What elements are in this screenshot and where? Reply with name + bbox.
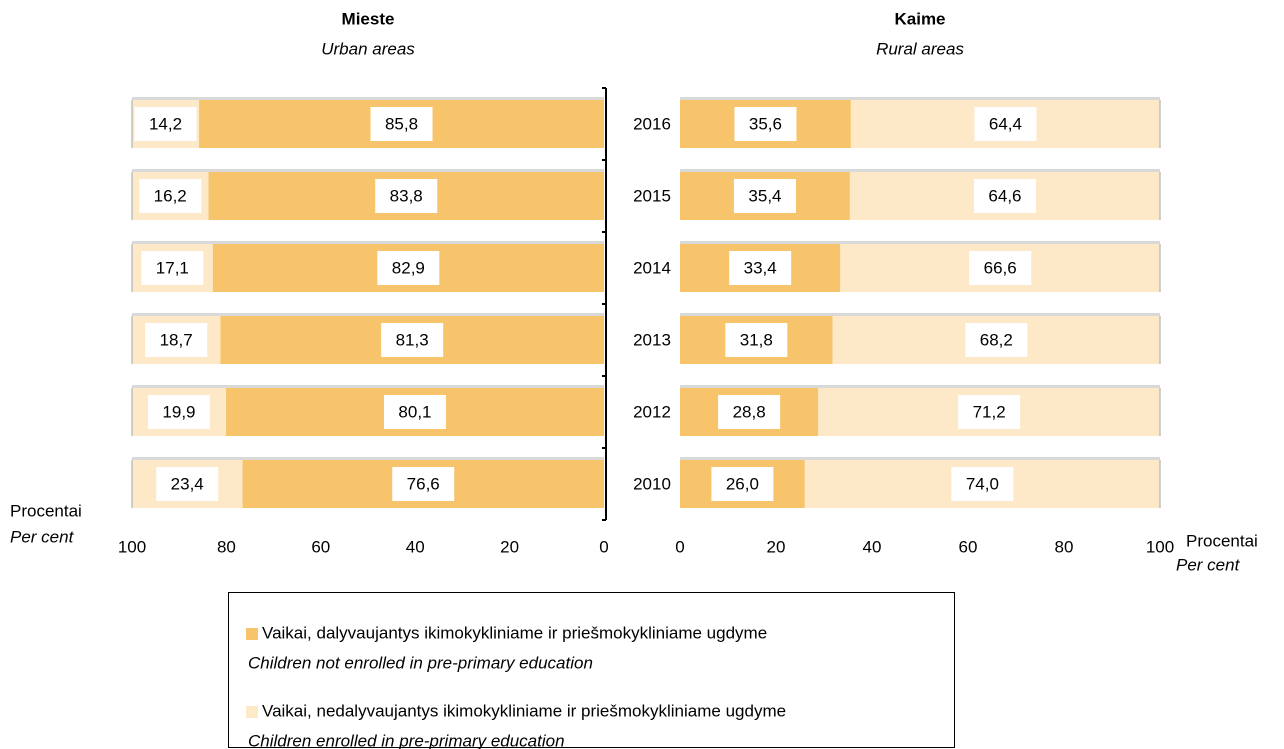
bar-shadow bbox=[132, 169, 604, 172]
category-label: 2010 bbox=[633, 474, 671, 493]
data-label-box bbox=[156, 467, 219, 501]
data-label: 28,8 bbox=[733, 402, 766, 421]
data-label-box bbox=[147, 395, 210, 429]
data-label: 64,6 bbox=[988, 186, 1021, 205]
data-label-box bbox=[718, 395, 781, 429]
data-label: 64,4 bbox=[989, 114, 1022, 133]
data-label: 68,2 bbox=[980, 330, 1013, 349]
data-label: 74,0 bbox=[966, 474, 999, 493]
legend-label: Children not enrolled in pre-primary edu… bbox=[248, 653, 593, 672]
data-label-box bbox=[951, 467, 1014, 501]
data-label-box bbox=[141, 251, 204, 285]
chart-title: Mieste bbox=[342, 9, 395, 28]
bar-shadow bbox=[132, 457, 604, 460]
data-label: 17,1 bbox=[156, 258, 189, 277]
data-label: 14,2 bbox=[149, 114, 182, 133]
x-tick-label: 0 bbox=[675, 537, 684, 556]
bar-shadow bbox=[680, 241, 1160, 244]
legend-label: Children enrolled in pre-primary educati… bbox=[248, 731, 565, 749]
data-label: 81,3 bbox=[396, 330, 429, 349]
x-axis-label: Per cent bbox=[1176, 555, 1241, 574]
data-label-box bbox=[974, 107, 1037, 141]
legend-label: Vaikai, dalyvaujantys ikimokykliniame ir… bbox=[262, 623, 767, 642]
data-label-box bbox=[375, 179, 438, 213]
x-axis-label: Per cent bbox=[10, 527, 75, 546]
data-label: 76,6 bbox=[407, 474, 440, 493]
category-label: 2012 bbox=[633, 402, 671, 421]
bar-shadow bbox=[132, 97, 604, 100]
data-label: 82,9 bbox=[392, 258, 425, 277]
data-label: 80,1 bbox=[398, 402, 431, 421]
data-label-box bbox=[734, 107, 797, 141]
category-label: 2016 bbox=[633, 114, 671, 133]
x-tick-label: 40 bbox=[863, 537, 882, 556]
data-label: 85,8 bbox=[385, 114, 418, 133]
data-label-box bbox=[392, 467, 455, 501]
bar-shadow bbox=[680, 313, 1160, 316]
data-label-box bbox=[729, 251, 792, 285]
data-label: 71,2 bbox=[973, 402, 1006, 421]
x-tick-label: 80 bbox=[1055, 537, 1074, 556]
bar-shadow bbox=[680, 169, 1160, 172]
data-label-box bbox=[973, 179, 1036, 213]
x-tick-label: 20 bbox=[767, 537, 786, 556]
x-axis-label: Procentai bbox=[10, 501, 82, 520]
x-axis-label: Procentai bbox=[1186, 531, 1258, 550]
legend-label: Vaikai, nedalyvaujantys ikimokykliniame … bbox=[262, 701, 786, 720]
x-tick-label: 80 bbox=[217, 537, 236, 556]
data-label: 33,4 bbox=[744, 258, 777, 277]
data-label-box bbox=[725, 323, 788, 357]
category-label: 2015 bbox=[633, 186, 671, 205]
data-label-box bbox=[733, 179, 796, 213]
data-label-box bbox=[383, 395, 446, 429]
chart-subtitle: Rural areas bbox=[876, 39, 964, 58]
data-label-box bbox=[965, 323, 1028, 357]
data-label-box bbox=[377, 251, 440, 285]
category-label: 2014 bbox=[633, 258, 671, 277]
data-label: 83,8 bbox=[390, 186, 423, 205]
bar-shadow bbox=[680, 97, 1160, 100]
x-tick-label: 40 bbox=[406, 537, 425, 556]
chart-subtitle: Urban areas bbox=[321, 39, 415, 58]
category-label: 2013 bbox=[633, 330, 671, 349]
data-label-box bbox=[134, 107, 197, 141]
data-label-box bbox=[145, 323, 208, 357]
data-label: 18,7 bbox=[160, 330, 193, 349]
bar-shadow bbox=[132, 385, 604, 388]
bar-shadow bbox=[680, 457, 1160, 460]
bar-shadow bbox=[132, 313, 604, 316]
data-label: 31,8 bbox=[740, 330, 773, 349]
data-label: 35,6 bbox=[749, 114, 782, 133]
x-tick-label: 60 bbox=[959, 537, 978, 556]
data-label-box bbox=[958, 395, 1021, 429]
x-tick-label: 20 bbox=[500, 537, 519, 556]
data-label: 16,2 bbox=[154, 186, 187, 205]
x-tick-label: 100 bbox=[118, 537, 146, 556]
x-tick-label: 60 bbox=[311, 537, 330, 556]
legend-box bbox=[228, 592, 955, 748]
data-label: 26,0 bbox=[726, 474, 759, 493]
data-label: 66,6 bbox=[984, 258, 1017, 277]
data-label: 35,4 bbox=[748, 186, 781, 205]
data-label-box bbox=[381, 323, 444, 357]
legend-swatch bbox=[246, 706, 258, 718]
bar-shadow bbox=[132, 241, 604, 244]
data-label-box bbox=[969, 251, 1032, 285]
bar-shadow bbox=[680, 385, 1160, 388]
x-tick-label: 100 bbox=[1146, 537, 1174, 556]
data-label-box bbox=[370, 107, 433, 141]
legend-swatch bbox=[246, 628, 258, 640]
data-label-box bbox=[711, 467, 774, 501]
data-label: 19,9 bbox=[162, 402, 195, 421]
x-tick-label: 0 bbox=[599, 537, 608, 556]
data-label: 23,4 bbox=[171, 474, 204, 493]
chart-title: Kaime bbox=[894, 9, 945, 28]
data-label-box bbox=[139, 179, 202, 213]
